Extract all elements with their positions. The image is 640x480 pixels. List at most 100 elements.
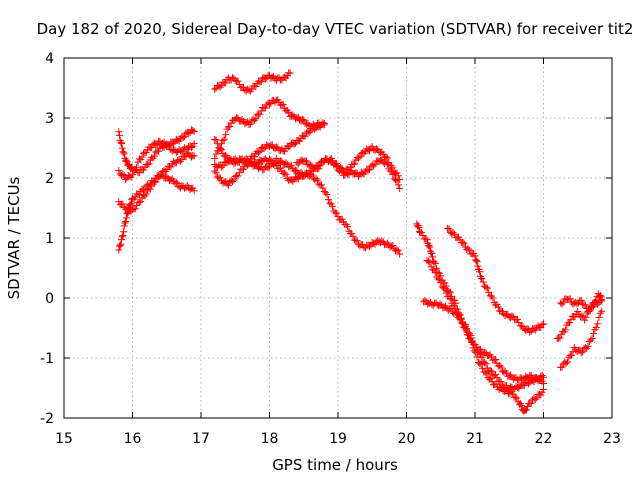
data-point bbox=[449, 229, 457, 237]
y-tick-labels: -2 -1 0 1 2 3 4 bbox=[40, 51, 54, 427]
data-point bbox=[190, 140, 198, 148]
data-point bbox=[264, 164, 272, 172]
data-point bbox=[289, 177, 297, 185]
data-point bbox=[472, 257, 480, 265]
data-point bbox=[479, 365, 487, 373]
data-point bbox=[396, 250, 404, 258]
data-point bbox=[115, 128, 123, 136]
data-point bbox=[219, 137, 227, 145]
data-point bbox=[131, 205, 139, 213]
data-point bbox=[144, 161, 152, 169]
data-point bbox=[556, 334, 564, 342]
data-point bbox=[596, 296, 604, 304]
data-point bbox=[453, 310, 461, 318]
data-point bbox=[127, 200, 135, 208]
data-point bbox=[466, 246, 474, 254]
data-point bbox=[190, 152, 198, 160]
data-point bbox=[474, 262, 482, 270]
data-point bbox=[255, 149, 263, 157]
grid-lines bbox=[64, 58, 612, 418]
data-point bbox=[137, 198, 145, 206]
data-point bbox=[382, 153, 390, 161]
data-point bbox=[472, 348, 480, 356]
series-track-a bbox=[115, 171, 198, 254]
data-point bbox=[163, 173, 171, 181]
data-point bbox=[431, 260, 439, 268]
data-point bbox=[121, 219, 129, 227]
data-point bbox=[122, 214, 130, 222]
data-point bbox=[418, 228, 426, 236]
data-point bbox=[473, 353, 481, 361]
data-point bbox=[122, 156, 130, 164]
data-point bbox=[148, 182, 156, 190]
data-point bbox=[540, 320, 547, 328]
data-point bbox=[594, 300, 602, 308]
data-point bbox=[224, 181, 232, 189]
data-point bbox=[394, 181, 402, 189]
data-point bbox=[458, 319, 466, 327]
data-point bbox=[292, 166, 300, 174]
data-point bbox=[558, 363, 566, 371]
data-point bbox=[435, 275, 443, 283]
data-point bbox=[349, 232, 357, 240]
data-point bbox=[222, 79, 230, 87]
data-point bbox=[446, 295, 454, 303]
data-point bbox=[181, 133, 189, 141]
data-point bbox=[439, 284, 447, 292]
data-point bbox=[122, 175, 130, 183]
data-point bbox=[540, 386, 547, 394]
data-point bbox=[497, 363, 505, 371]
data-point bbox=[428, 249, 436, 257]
data-point bbox=[115, 246, 123, 254]
x-tick-label: 15 bbox=[55, 431, 73, 447]
data-point bbox=[256, 110, 264, 118]
data-point bbox=[464, 245, 472, 253]
data-point bbox=[481, 368, 489, 376]
data-point bbox=[145, 160, 153, 168]
data-point bbox=[190, 187, 198, 195]
data-point bbox=[187, 143, 195, 151]
data-point bbox=[260, 145, 268, 153]
data-point bbox=[598, 297, 606, 305]
data-point bbox=[524, 380, 532, 388]
data-point bbox=[272, 143, 280, 151]
data-point bbox=[156, 172, 164, 180]
data-point bbox=[477, 360, 485, 368]
data-point bbox=[337, 164, 345, 172]
data-point bbox=[577, 349, 585, 357]
data-point bbox=[485, 288, 493, 296]
data-point bbox=[471, 252, 479, 260]
data-point bbox=[118, 233, 126, 241]
data-point bbox=[230, 176, 238, 184]
data-point bbox=[119, 231, 127, 239]
series-track-l bbox=[423, 257, 547, 387]
data-point bbox=[558, 300, 566, 308]
data-point bbox=[219, 162, 227, 170]
data-point bbox=[476, 345, 484, 353]
data-point bbox=[494, 303, 502, 311]
data-point bbox=[523, 406, 531, 414]
data-point bbox=[451, 308, 459, 316]
data-point bbox=[319, 184, 327, 192]
data-point bbox=[562, 359, 570, 367]
data-point bbox=[389, 242, 397, 250]
data-point bbox=[588, 334, 596, 342]
data-point bbox=[492, 380, 500, 388]
data-point bbox=[120, 228, 128, 236]
x-tick-label: 22 bbox=[535, 431, 553, 447]
data-point bbox=[493, 373, 501, 381]
data-point bbox=[190, 127, 198, 135]
data-point bbox=[457, 315, 465, 323]
data-point bbox=[179, 133, 187, 141]
data-point bbox=[229, 178, 237, 186]
data-point bbox=[218, 163, 226, 171]
data-point bbox=[566, 319, 574, 327]
data-point bbox=[473, 258, 481, 266]
data-point bbox=[301, 132, 309, 140]
data-point bbox=[445, 225, 453, 233]
data-point bbox=[598, 307, 606, 315]
data-point bbox=[463, 331, 471, 339]
data-point bbox=[450, 302, 458, 310]
data-point bbox=[476, 359, 484, 367]
data-point bbox=[152, 141, 160, 149]
